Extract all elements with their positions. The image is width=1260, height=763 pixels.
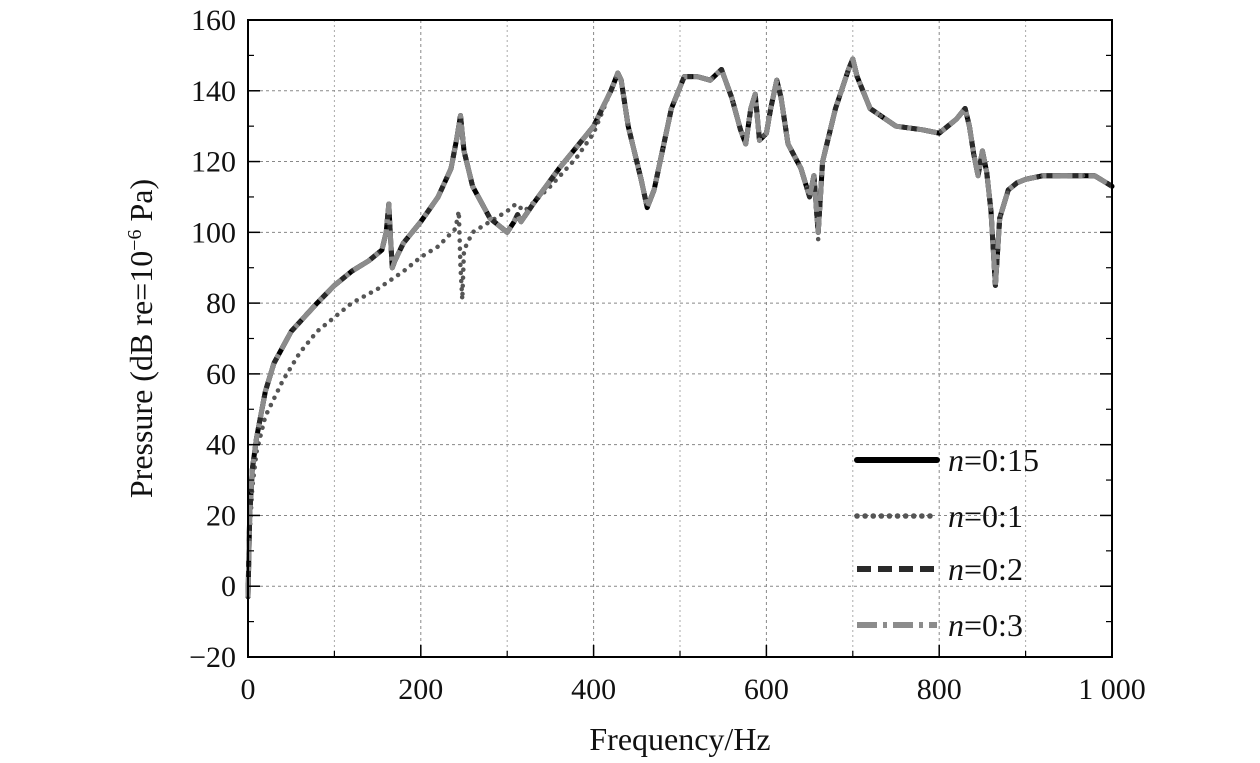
legend: n=0:15n=0:1n=0:2n=0:3 <box>854 442 1039 643</box>
legend-label-value: =0:3 <box>964 607 1023 643</box>
legend-label-variable: n <box>948 607 964 643</box>
legend-label: n=0:2 <box>948 551 1023 587</box>
x-tick-label: 400 <box>571 673 616 706</box>
legend-label-value: =0:15 <box>964 442 1039 478</box>
y-tick-label: 20 <box>206 499 236 532</box>
y-tick-label: 160 <box>191 4 236 37</box>
y-axis-title-exponent: −6 <box>124 230 146 251</box>
svg-text:Pressure (dB re=10−6 Pa): Pressure (dB re=10−6 Pa) <box>123 179 159 498</box>
series-line-3 <box>245 56 1114 597</box>
y-tick-label: 140 <box>191 75 236 108</box>
x-axis-title: Frequency/Hz <box>589 721 770 757</box>
x-tick-label: 600 <box>744 673 789 706</box>
y-tick-label: 40 <box>206 429 236 462</box>
series-lines <box>245 56 1115 600</box>
x-tick-label: 800 <box>917 673 962 706</box>
y-tick-label: 80 <box>206 287 236 320</box>
legend-label: n=0:15 <box>948 442 1039 478</box>
y-axis-title-suffix: Pa) <box>123 179 159 230</box>
y-tick-label: 120 <box>191 146 236 179</box>
y-tick-label: 60 <box>206 358 236 391</box>
legend-label-variable: n <box>948 498 964 534</box>
x-tick-label: 0 <box>241 673 256 706</box>
axis-ticks <box>247 19 1113 658</box>
x-tick-label: 1 000 <box>1078 673 1146 706</box>
legend-label-variable: n <box>948 551 964 587</box>
legend-label: n=0:1 <box>948 498 1023 534</box>
y-tick-label: −20 <box>189 641 236 674</box>
y-tick-label: 0 <box>221 570 236 603</box>
legend-label-variable: n <box>948 442 964 478</box>
legend-label-value: =0:1 <box>964 498 1023 534</box>
y-axis-title-prefix: Pressure (dB re=10 <box>123 251 159 498</box>
y-tick-label: 100 <box>191 216 236 249</box>
y-axis-title: Pressure (dB re=10−6 Pa) <box>123 179 159 498</box>
legend-label: n=0:3 <box>948 607 1023 643</box>
legend-label-value: =0:2 <box>964 551 1023 587</box>
x-tick-label: 200 <box>398 673 443 706</box>
tick-labels: 0 200 400 600 800 1 000−200204060801001201401… <box>189 4 1146 706</box>
